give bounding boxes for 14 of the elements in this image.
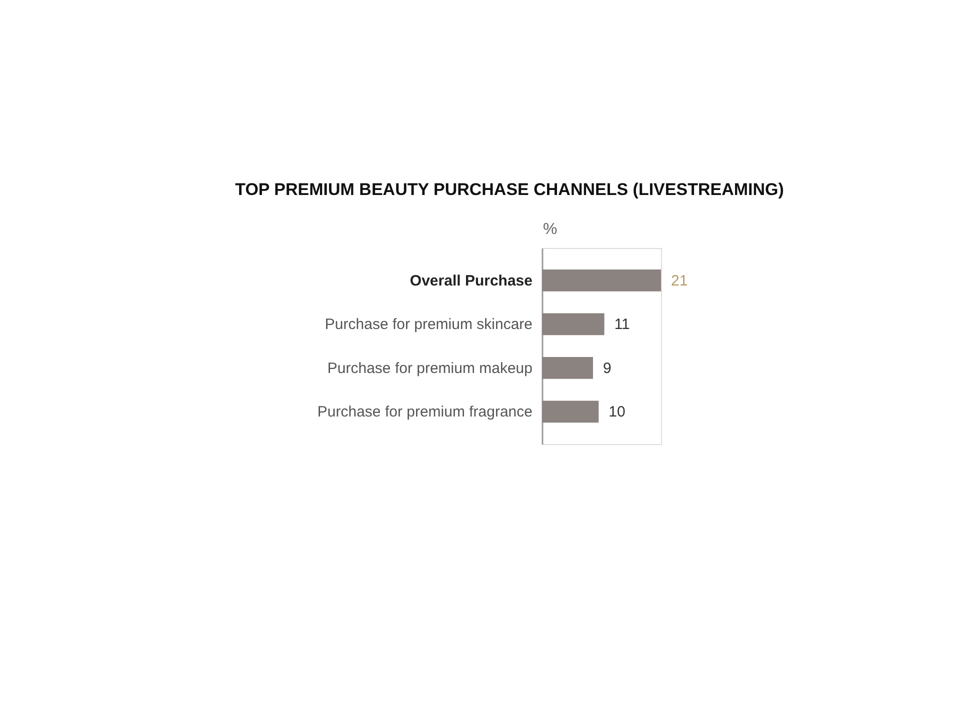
y-tick-label: Purchase for premium fragrance xyxy=(317,404,532,421)
data-label: 11 xyxy=(614,316,630,334)
data-label: 9 xyxy=(603,360,612,377)
chart-title: TOP PREMIUM BEAUTY PURCHASE CHANNELS (LIVESTREAMING) xyxy=(235,180,784,199)
x-axis-title: % xyxy=(543,221,558,238)
y-tick-label: Purchase for premium skincare xyxy=(324,316,532,334)
data-label: 10 xyxy=(608,404,626,421)
y-tick-label: Purchase for premium makeup xyxy=(327,360,532,377)
y-tick-label: Overall Purchase xyxy=(410,272,532,290)
bar xyxy=(542,356,593,379)
data-label: 21 xyxy=(671,272,688,290)
bar xyxy=(542,400,599,423)
bar xyxy=(542,269,661,292)
bar xyxy=(542,313,604,336)
